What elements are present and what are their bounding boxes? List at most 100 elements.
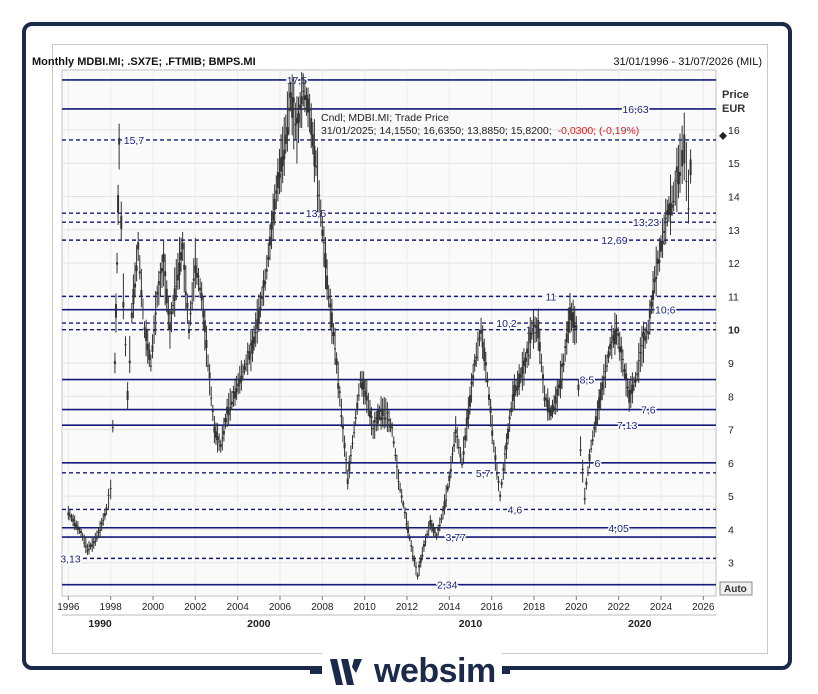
candle-body [314, 165, 317, 168]
candle-body [634, 378, 637, 383]
candle-body [76, 527, 79, 530]
candle-body [219, 444, 222, 447]
candle-body [383, 417, 386, 420]
candle-body [419, 558, 422, 564]
candle-body [184, 291, 187, 296]
level-label: 2,34 [437, 580, 458, 592]
candle-body [251, 339, 254, 354]
candle-body [372, 428, 375, 430]
x-tick-label: 2024 [650, 602, 673, 613]
candle-body [283, 149, 286, 160]
candle-body [329, 303, 332, 308]
candle-body [243, 366, 246, 371]
candle-body [575, 325, 578, 330]
candle-body [590, 448, 593, 450]
candle-body [307, 98, 310, 113]
candle-body [176, 274, 179, 281]
candle-body [491, 430, 494, 436]
candle-body [645, 330, 648, 332]
candle-body [238, 378, 241, 384]
candle-body [632, 381, 635, 383]
candle-body [620, 346, 623, 353]
candle-body [268, 236, 271, 246]
candle-body [153, 329, 156, 332]
candle-body [353, 432, 356, 434]
candle-body [687, 208, 690, 210]
candle-body [414, 566, 417, 568]
candle-body [264, 281, 267, 285]
candle-body [187, 329, 190, 333]
candle-body [192, 278, 195, 281]
candle-body [540, 362, 543, 364]
candle-body [227, 409, 230, 416]
candle-body [663, 231, 666, 233]
candle-body [656, 258, 659, 264]
x-tick-label: 2022 [608, 602, 631, 613]
candle-body [456, 435, 459, 438]
candle-body [669, 202, 672, 216]
candle-body [427, 526, 430, 528]
candle-body [430, 524, 433, 527]
candle-body [154, 312, 157, 315]
candle-body [422, 543, 425, 548]
candle-body [626, 386, 629, 389]
level-label: 6 [595, 458, 601, 470]
candle-body [612, 335, 615, 342]
candle-body [157, 281, 160, 285]
candle-body [410, 545, 413, 547]
candle-body [294, 123, 297, 126]
candle-body [532, 324, 535, 326]
candle-body [332, 331, 335, 337]
candle-body [652, 290, 655, 300]
candle-body [175, 285, 178, 287]
candle-body [541, 374, 544, 381]
candle-body [205, 340, 208, 349]
candle-body [549, 410, 552, 417]
candle-body [300, 96, 303, 105]
candle-body [524, 357, 527, 362]
candle-body [640, 345, 643, 347]
candle-body [432, 527, 435, 532]
y-tick-label: 12 [728, 258, 740, 270]
candle-body [137, 242, 140, 250]
candle-body [97, 531, 100, 533]
date-range: 31/01/1996 - 31/07/2026 (MIL) [613, 56, 762, 68]
candle-body [511, 394, 514, 402]
auto-scale-button[interactable] [719, 581, 753, 596]
candle-body [348, 461, 351, 472]
candle-body [557, 384, 560, 389]
candle-body [386, 412, 389, 414]
candle-body [235, 388, 238, 393]
candle-body [141, 309, 144, 311]
candle-body [683, 134, 686, 164]
candle-body [545, 398, 548, 400]
y-tick-label: 10 [728, 325, 740, 337]
candle-body [270, 222, 273, 230]
candle-body [522, 360, 525, 367]
candle-body [380, 416, 383, 421]
y-tick-label: 15 [728, 158, 740, 170]
candle-body [291, 96, 294, 118]
candle-body [637, 359, 640, 361]
candle-body [262, 280, 265, 288]
level-label: 3,77 [445, 532, 466, 544]
candle-body [330, 312, 333, 328]
candle-body [346, 478, 349, 485]
brand-name: websim [374, 652, 496, 690]
candle-body [91, 544, 94, 547]
candle-body [199, 287, 202, 291]
candle-body [275, 190, 278, 194]
candle-body [407, 526, 410, 534]
x-tick-label: 2008 [311, 602, 334, 613]
candle-body [530, 332, 533, 335]
candle-body [527, 355, 530, 357]
candle-body [429, 520, 432, 526]
candle-body [194, 265, 197, 274]
candle-body [488, 394, 491, 400]
candle-body [593, 426, 596, 430]
y-tick-label: 4 [728, 524, 734, 536]
candle-body [470, 381, 473, 385]
candle-body [655, 276, 658, 280]
candle-body [335, 358, 338, 365]
